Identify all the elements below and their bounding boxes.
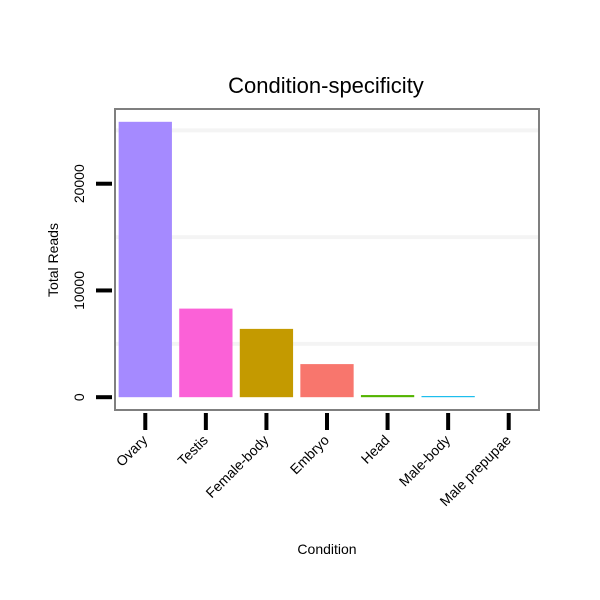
y-tick-label: 10000 (71, 271, 87, 310)
bar-female-body (239, 328, 294, 398)
x-tick-label: Female-body (202, 432, 271, 501)
bar-male-body (421, 396, 475, 398)
bar-embryo (300, 364, 354, 398)
x-tick-label: Head (358, 432, 393, 467)
x-tick-label: Male-body (396, 432, 454, 490)
chart-title: Condition-specificity (228, 73, 424, 98)
x-tick-label: Testis (174, 432, 211, 469)
bar-head (360, 395, 415, 398)
x-tick-label: Embryo (287, 432, 333, 478)
y-axis-title: Total Reads (45, 223, 61, 297)
y-tick-label: 20000 (71, 164, 87, 203)
bar-testis (179, 308, 233, 398)
y-tick-label: 0 (71, 393, 87, 401)
bar-ovary (118, 121, 172, 398)
plot-border (114, 108, 540, 411)
x-axis-title: Condition (297, 541, 356, 557)
x-tick-label: Ovary (113, 432, 151, 470)
